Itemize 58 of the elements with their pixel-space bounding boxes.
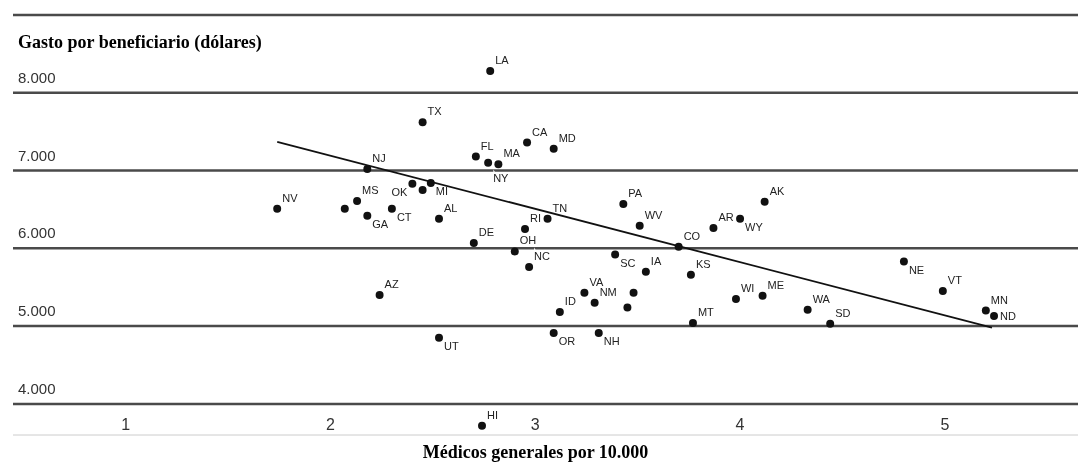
annotation: NH — [603, 335, 620, 348]
annotation: LA — [495, 54, 510, 66]
x-tick-label: 3 — [530, 416, 540, 433]
x-axis-title: Médicos generales por 10.000 — [422, 442, 649, 462]
annotation: OK — [391, 185, 409, 198]
annotation: SC — [620, 256, 636, 269]
x-tick-label: 2 — [326, 416, 335, 433]
annotation: CT — [396, 210, 412, 223]
annotation: GA — [372, 217, 389, 230]
annotation: ME — [767, 278, 785, 291]
annotation: PA — [628, 187, 643, 199]
y-axis-title: Gasto por beneficiario (dólares) — [18, 32, 262, 53]
y-tick-label: 5.000 — [18, 302, 56, 320]
y-tick-label: 6.000 — [18, 224, 56, 242]
y-tick-label: 7.000 — [18, 146, 56, 164]
annotation: WA — [812, 292, 831, 305]
annotation: CO — [683, 229, 701, 242]
annotation: DE — [478, 225, 495, 238]
annotation: NC — [534, 250, 551, 262]
annotation: VT — [947, 274, 963, 287]
annotation: CA — [532, 125, 549, 138]
annotation: UT — [444, 339, 459, 352]
annotation: MN — [990, 293, 1008, 306]
annotation: SD — [835, 306, 851, 319]
annotation: MI — [435, 185, 449, 197]
annotation: NV — [282, 191, 299, 204]
annotation: ND — [1000, 310, 1016, 322]
annotation: AR — [718, 211, 734, 224]
annotation: TN — [552, 201, 568, 214]
annotation: MS — [362, 183, 379, 196]
annotation: KS — [695, 257, 711, 270]
annotation: WV — [644, 208, 664, 221]
annotation: NM — [599, 285, 617, 298]
x-tick-label: 4 — [735, 416, 745, 433]
annotation: NE — [908, 263, 925, 276]
annotation: WY — [745, 220, 764, 233]
annotation: NY — [493, 171, 510, 184]
annotation: MD — [558, 131, 576, 144]
annotation: FL — [480, 139, 494, 152]
x-tick-label: 5 — [940, 416, 950, 433]
y-tick-label: 4.000 — [18, 379, 56, 397]
annotation: AZ — [384, 278, 399, 290]
annotation: ID — [564, 295, 576, 308]
annotation: OR — [558, 335, 576, 348]
annotation: AK — [769, 184, 785, 197]
annotation: TX — [427, 105, 443, 118]
annotation: RI — [530, 211, 542, 224]
y-tick-label: 8.000 — [18, 68, 56, 86]
annotation: OH — [519, 234, 537, 247]
annotation: IA — [650, 254, 662, 267]
annotation: VA — [589, 275, 604, 288]
annotation: MT — [697, 306, 715, 318]
annotation: NJ — [372, 152, 386, 164]
annotation: HI — [487, 408, 499, 421]
annotation: AL — [444, 201, 458, 214]
annotation: MA — [503, 147, 521, 160]
annotation: WI — [740, 281, 755, 294]
x-tick-label: 1 — [121, 416, 131, 433]
